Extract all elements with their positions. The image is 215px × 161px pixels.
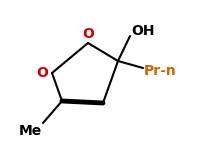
Text: OH: OH	[131, 24, 155, 38]
Text: O: O	[36, 66, 48, 80]
Text: O: O	[82, 27, 94, 41]
Text: Pr-n: Pr-n	[144, 64, 177, 78]
Text: Me: Me	[18, 124, 42, 138]
